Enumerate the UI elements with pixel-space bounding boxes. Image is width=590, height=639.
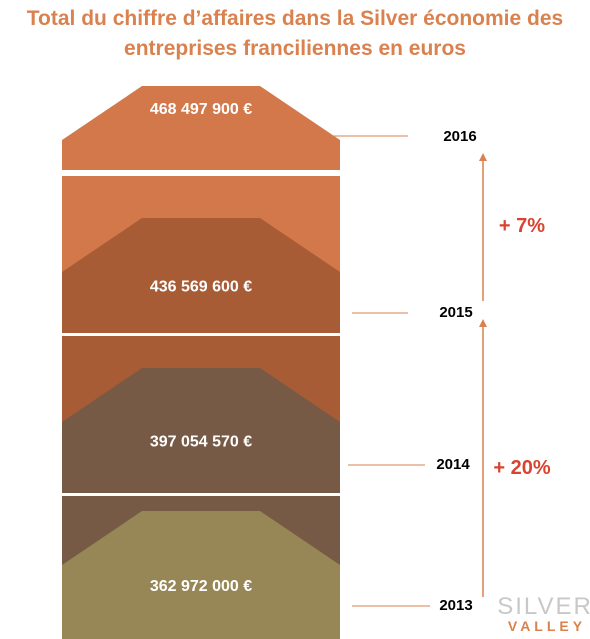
separator-0	[62, 493, 340, 496]
value-label-2016: 468 497 900 €	[150, 101, 252, 118]
bar-2016	[62, 86, 340, 170]
bar-2014	[62, 368, 340, 493]
title-line-1: Total du chiffre d’affaires dans la Silv…	[26, 7, 564, 30]
logo-valley-text: VALLEY	[508, 618, 586, 634]
bars-layer	[62, 86, 340, 639]
separator-1	[62, 333, 340, 336]
silver-valley-logo: SILVER VALLEY	[497, 593, 590, 634]
value-label-2013: 362 972 000 €	[150, 578, 252, 595]
growth-arrows-layer	[332, 135, 487, 607]
year-label-2016: 2016	[443, 128, 476, 145]
growth-arrow-head-1	[479, 153, 487, 161]
value-label-2015: 436 569 600 €	[150, 279, 252, 296]
title-line-2: entreprises franciliennes en euros	[124, 37, 466, 60]
chart-title: Total du chiffre d’affaires dans la Silv…	[0, 4, 590, 64]
growth-arrow-head-0	[479, 319, 487, 327]
year-label-2013: 2013	[439, 597, 472, 614]
separator-2	[62, 172, 340, 175]
year-label-2015: 2015	[439, 304, 472, 321]
growth-label-1: + 7%	[499, 215, 545, 237]
year-label-2014: 2014	[436, 456, 470, 473]
logo-silver-text: SILVER	[497, 593, 590, 620]
labels-layer: 362 972 000 € 397 054 570 € 436 569 600 € 4…	[150, 101, 551, 614]
value-label-2014: 397 054 570 €	[150, 434, 252, 451]
bar-2015	[62, 218, 340, 333]
growth-label-0: + 20%	[493, 457, 550, 479]
bar-2013	[62, 511, 340, 639]
